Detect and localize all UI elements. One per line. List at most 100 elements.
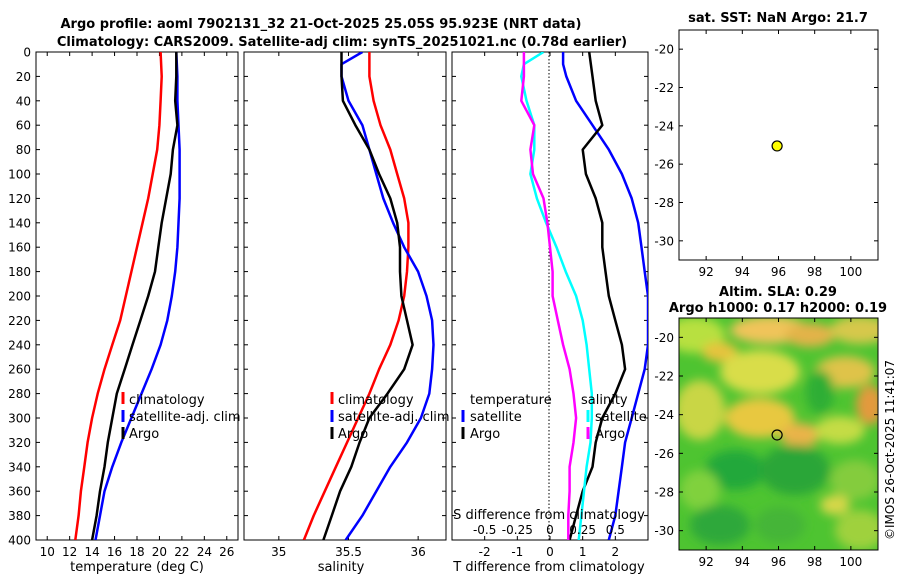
temperature-axes-box xyxy=(35,51,239,541)
sla-title-2: Argo h1000: 0.17 h2000: 0.19 xyxy=(669,301,887,316)
salinity-lines xyxy=(302,52,435,540)
depth-tick-label: 160 xyxy=(8,241,31,255)
copyright-stamp: ©IMOS 26-Oct-2025 11:41:07 xyxy=(883,360,897,540)
t-difference-xlabel: T difference from climatology xyxy=(452,560,645,575)
depth-tick-label: 340 xyxy=(8,460,31,474)
difference-legend: temperature salinity satellite Argo sate… xyxy=(461,393,647,442)
legend-label-argo: Argo xyxy=(129,427,159,442)
depth-tick-label: 220 xyxy=(8,314,31,328)
title-line-2: Climatology: CARS2009. Satellite-adj cli… xyxy=(57,35,627,50)
series-line-satellite-adj-clim xyxy=(340,52,435,540)
temperature-legend: climatology satellite-adj. clim Argo xyxy=(121,392,241,442)
lon-tick-label: 96 xyxy=(771,265,786,279)
difference-lines xyxy=(520,52,648,540)
lat-tick-label: -28 xyxy=(654,196,674,210)
legend-title-salinity: salinity xyxy=(581,393,628,408)
depth-tick-label: 320 xyxy=(8,436,31,450)
depth-tick-label: 280 xyxy=(8,387,31,401)
depth-tick-label: 400 xyxy=(8,534,31,548)
argo-location-marker xyxy=(771,140,783,152)
depth-tick-label: 60 xyxy=(16,119,31,133)
lon-tick-label: 94 xyxy=(735,555,750,569)
s-tick-label: -0.25 xyxy=(502,523,533,537)
sla-title-1: Altim. SLA: 0.29 xyxy=(719,285,837,300)
x-tick-label: -1 xyxy=(511,545,523,559)
x-tick-label: 2 xyxy=(612,545,620,559)
series-line-t-satellite xyxy=(561,52,648,540)
x-tick-label: 10 xyxy=(40,545,55,559)
lat-tick-label: -24 xyxy=(654,119,674,133)
depth-tick-label: 40 xyxy=(16,94,31,108)
depth-tick-label: 20 xyxy=(16,70,31,84)
series-line-satellite-adj-clim xyxy=(94,52,181,540)
s-tick-label: -0.5 xyxy=(473,523,496,537)
x-tick-label: 0 xyxy=(546,545,554,559)
legend-label-satellite: satellite-adj. clim xyxy=(129,410,241,425)
s-difference-xlabel: S difference from climatology xyxy=(453,508,645,523)
lat-tick-label: -26 xyxy=(654,158,674,172)
lon-tick-label: 96 xyxy=(771,555,786,569)
series-line-s-satellite xyxy=(520,52,594,540)
lon-tick-label: 100 xyxy=(839,555,862,569)
x-tick-label: 12 xyxy=(62,545,77,559)
series-line-argo xyxy=(90,52,179,540)
lat-tick-label: -24 xyxy=(654,408,674,422)
sst-title: sat. SST: NaN Argo: 21.7 xyxy=(688,11,868,26)
s-difference-ticks: -0.5 -0.25 0 0.25 0.5 xyxy=(473,523,625,537)
lat-tick-label: -22 xyxy=(654,370,674,384)
s-tick-label: 0.5 xyxy=(606,523,625,537)
lon-tick-label: 94 xyxy=(735,265,750,279)
x-tick-label: 1 xyxy=(579,545,587,559)
depth-tick-label: 260 xyxy=(8,363,31,377)
depth-tick-label: 200 xyxy=(8,290,31,304)
salinity-legend: climatology satellite-adj. clim Argo xyxy=(330,392,450,442)
x-tick-label: 35 xyxy=(271,545,286,559)
sst-ticks: 92 94 96 98 100 -20 -22 -24 -26 -28 -30 xyxy=(654,30,878,279)
depth-tick-label: 120 xyxy=(8,192,31,206)
legend-label-satellite: satellite-adj. clim xyxy=(338,410,450,425)
x-tick-label: 22 xyxy=(174,545,189,559)
series-line-t-argo xyxy=(568,52,627,540)
lat-tick-label: -28 xyxy=(654,486,674,500)
lat-tick-label: -20 xyxy=(654,331,674,345)
x-tick-label: 36 xyxy=(410,545,425,559)
title-line-1: Argo profile: aoml 7902131_32 21-Oct-202… xyxy=(61,17,582,32)
sst-map-panel: sat. SST: NaN Argo: 21.7 92 94 96 98 100 -20 -… xyxy=(654,11,879,279)
s-tick-label: 0.25 xyxy=(569,523,596,537)
legend-label-climatology: climatology xyxy=(338,393,414,408)
lat-tick-label: -20 xyxy=(654,43,674,57)
depth-tick-label: 100 xyxy=(8,168,31,182)
depth-tick-label: 380 xyxy=(8,509,31,523)
salinity-xlabel: salinity xyxy=(318,560,365,575)
depth-tick-label: 360 xyxy=(8,485,31,499)
temperature-xlabel: temperature (deg C) xyxy=(70,560,204,575)
lat-tick-label: -26 xyxy=(654,447,674,461)
depth-tick-label: 180 xyxy=(8,265,31,279)
x-tick-label: 35.5 xyxy=(335,545,362,559)
legend-label-s-satellite: satellite xyxy=(595,410,647,425)
lat-tick-label: -30 xyxy=(654,524,674,538)
legend-label-argo: Argo xyxy=(338,427,368,442)
s-tick-label: 0 xyxy=(546,523,554,537)
x-tick-label: 20 xyxy=(152,545,167,559)
sla-heatmap xyxy=(679,318,878,550)
depth-tick-label: 300 xyxy=(8,412,31,426)
lon-tick-label: 98 xyxy=(807,265,822,279)
lon-tick-label: 92 xyxy=(698,555,713,569)
legend-label-climatology: climatology xyxy=(129,393,205,408)
legend-label-t-satellite: satellite xyxy=(470,410,522,425)
sla-map-panel: Altim. SLA: 0.29 Argo h1000: 0.17 h2000:… xyxy=(654,285,887,569)
sla-ticks: 92 94 96 98 100 -20 -22 -24 -26 -28 -30 xyxy=(654,318,878,569)
depth-tick-label: 0 xyxy=(23,46,31,60)
lon-tick-label: 92 xyxy=(698,265,713,279)
series-line-argo xyxy=(322,52,414,540)
series-line-climatology xyxy=(74,52,163,540)
difference-axes-box xyxy=(451,51,649,541)
lat-tick-label: -22 xyxy=(654,81,674,95)
salinity-depth-ticks xyxy=(244,51,446,541)
temperature-ticks: 10 12 14 16 18 20 22 24 26 xyxy=(40,52,234,559)
legend-label-t-argo: Argo xyxy=(470,427,500,442)
depth-ticks: 0 20 40 60 80 100 120 140 160 180 200 220 240 260 280 3… xyxy=(8,46,238,548)
series-line-s-argo xyxy=(520,52,578,540)
